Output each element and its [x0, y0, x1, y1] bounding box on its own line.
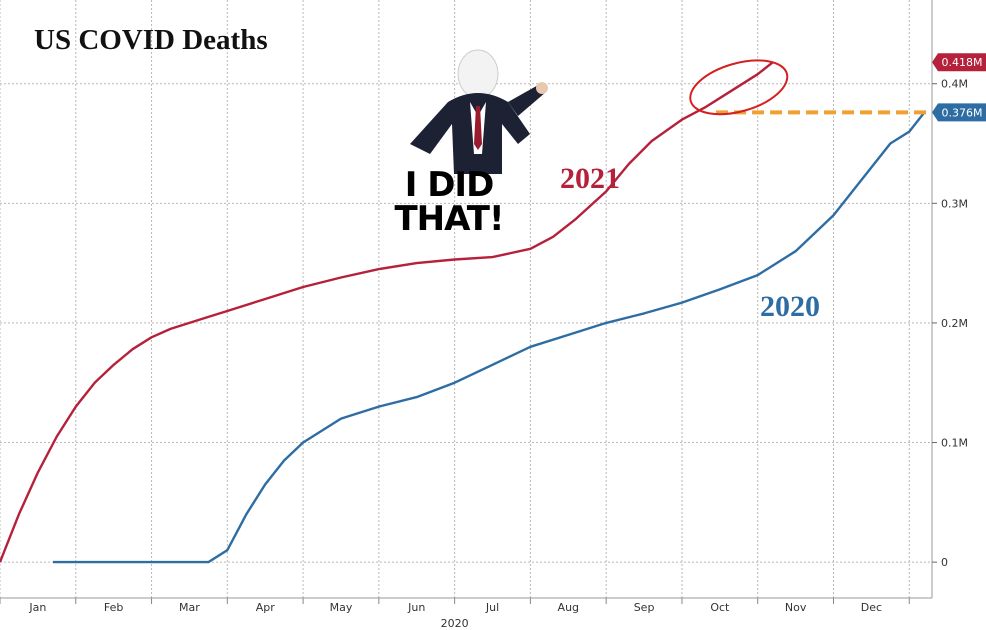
- last-value-badge-2021: 0.418M: [932, 53, 986, 72]
- y-tick-label: 0: [941, 556, 948, 569]
- grid-layer: [0, 0, 932, 598]
- x-axis-label: 2020: [441, 617, 469, 630]
- badge-shape: [932, 53, 986, 72]
- annotation-layer: 0.418M 0.376M: [689, 53, 986, 122]
- y-tick-label: 0.2M: [941, 317, 968, 330]
- x-tick-label: May: [330, 601, 353, 614]
- x-tick-label: Jun: [407, 601, 425, 614]
- x-tick-label: Apr: [256, 601, 276, 614]
- x-tick-label: Oct: [710, 601, 730, 614]
- series-line-2020: [53, 111, 926, 564]
- y-tick-label: 0.4M: [941, 78, 968, 91]
- x-tick-label: Sep: [634, 601, 655, 614]
- badge-label: 0.376M: [942, 106, 983, 119]
- series-layer: [0, 61, 926, 564]
- y-tick-label: 0.3M: [941, 197, 968, 210]
- chart-title: US COVID Deaths: [34, 24, 268, 56]
- x-tick-label: Jul: [485, 601, 499, 614]
- meme-caption: I DID THAT!: [394, 165, 504, 239]
- x-tick-label: Nov: [785, 601, 807, 614]
- y-tick-label: 0.1M: [941, 437, 968, 450]
- badge-shape: [932, 103, 986, 122]
- series-line-2021: [0, 61, 774, 563]
- series-label-2020: 2020: [760, 290, 820, 323]
- x-tick-label: Jan: [28, 601, 46, 614]
- badge-label: 0.418M: [942, 56, 983, 69]
- x-tick-label: Mar: [179, 601, 200, 614]
- highlight-circle: [689, 59, 789, 116]
- x-tick-label: Dec: [861, 601, 882, 614]
- series-label-2021: 2021: [560, 162, 620, 195]
- x-tick-label: Aug: [558, 601, 579, 614]
- last-value-badge-2020: 0.376M: [932, 103, 986, 122]
- person-figure-image: [410, 49, 548, 174]
- x-tick-label: Feb: [104, 601, 123, 614]
